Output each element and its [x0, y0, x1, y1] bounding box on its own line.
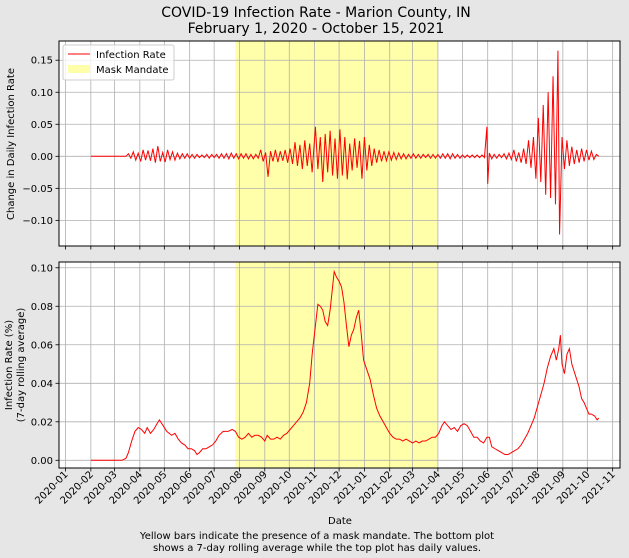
caption-line2: shows a 7-day rolling average while the …	[153, 543, 481, 554]
bottom-y-tick-label-4: 0.08	[31, 302, 53, 313]
bottom-y-tick-label-5: 0.10	[31, 263, 53, 274]
bottom-y-tick-label-3: 0.06	[31, 340, 53, 351]
bottom-infection-rate-line	[90, 269, 600, 461]
legend-box	[62, 44, 175, 81]
top-y-tick-label-5: 0.15	[31, 56, 53, 67]
bottom-y-ticks: 0.00 0.02 0.04 0.06 0.08 0.10	[31, 263, 614, 472]
top-plot: −0.10 −0.05 0.00 0.05 0.10 0.15 Change in Dai…	[6, 40, 621, 250]
legend-label-mask-mandate: Mask Mandate	[96, 65, 169, 76]
top-y-tick-label-2: 0.00	[31, 152, 53, 163]
top-y-tick-label-4: 0.10	[31, 88, 53, 99]
x-axis-label: Date	[328, 516, 352, 527]
bottom-gridlines	[59, 262, 620, 468]
top-y-axis-label: Change in Daily Infection Rate	[6, 68, 17, 220]
bottom-y-axis-label-line2: (7-day rolling average)	[16, 308, 27, 423]
bottom-y-tick-label-2: 0.04	[31, 379, 53, 390]
legend-patch-swatch	[68, 65, 90, 73]
bottom-y-axis-label-line1: Infection Rate (%)	[4, 320, 15, 410]
top-y-tick-label-1: −0.05	[22, 184, 53, 195]
top-plot-frame	[58, 40, 621, 247]
bottom-mask-mandate-band	[235, 262, 438, 468]
bottom-plot-frame	[58, 261, 621, 469]
chart-title-line1: COVID-19 Infection Rate - Marion County,…	[161, 5, 470, 21]
legend: Infection Rate Mask Mandate	[62, 44, 175, 81]
caption-line1: Yellow bars indicate the presence of a m…	[139, 531, 494, 542]
top-mask-mandate-band	[235, 41, 438, 246]
chart-title-line2: February 1, 2020 - October 15, 2021	[188, 21, 445, 37]
top-y-tick-label-0: −0.10	[22, 216, 53, 227]
bottom-y-tick-label-1: 0.02	[31, 417, 53, 428]
top-infection-rate-line	[90, 50, 600, 235]
top-y-tick-label-3: 0.05	[31, 120, 53, 131]
legend-label-infection-rate: Infection Rate	[96, 50, 166, 61]
bottom-y-tick-label-0: 0.00	[31, 456, 53, 467]
top-y-ticks: −0.10 −0.05 0.00 0.05 0.10 0.15	[22, 56, 614, 250]
